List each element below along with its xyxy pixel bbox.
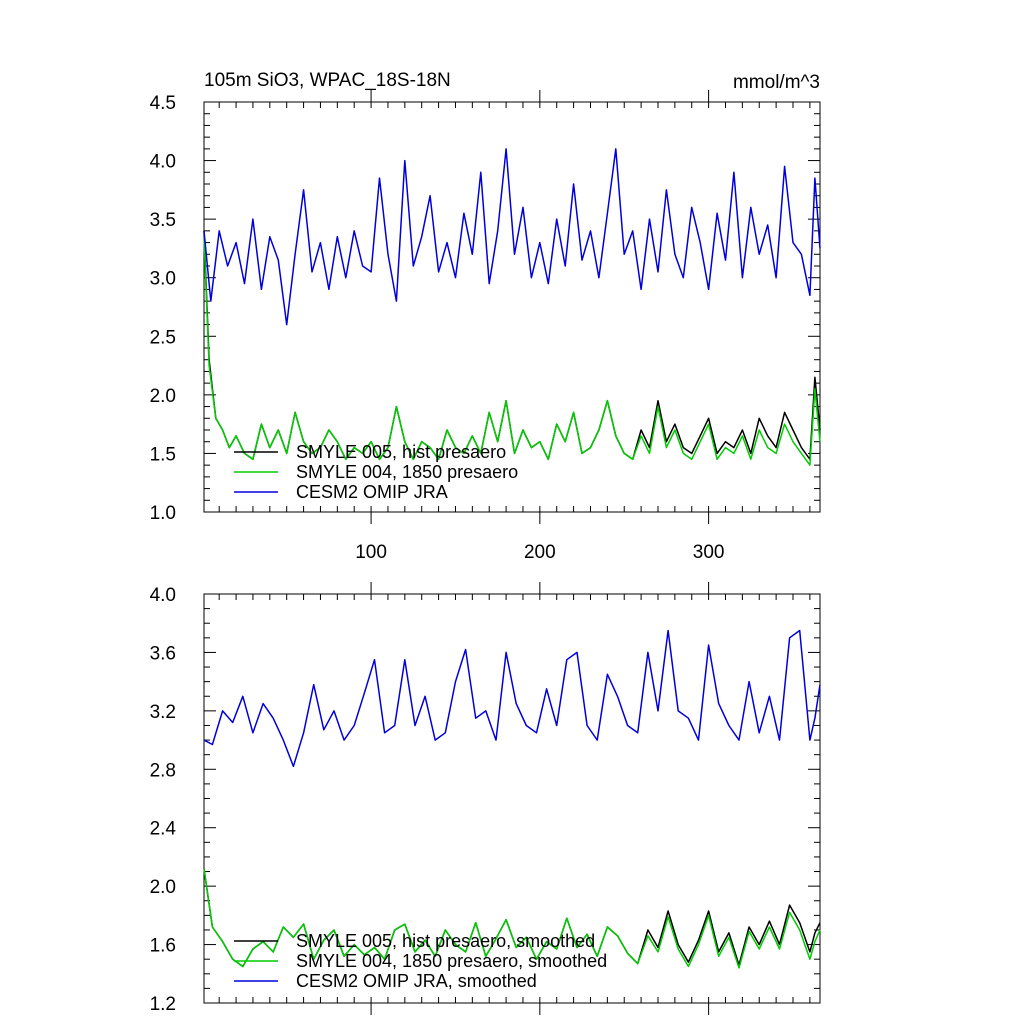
x-tick-label: 200 xyxy=(524,542,556,563)
series-line-1 xyxy=(203,236,821,466)
top-panel: 105m SiO3, WPAC_18S-18N mmol/m^3 1.0 1.5 2… xyxy=(150,70,821,563)
legend-label-0: SMYLE 005, hist presaero xyxy=(296,442,506,462)
y-tick-label: 1.0 xyxy=(150,503,176,524)
chart-title: 105m SiO3, WPAC_18S-18N xyxy=(204,70,451,91)
y-tick-label: 2.0 xyxy=(150,877,176,898)
y-tick-label: 4.0 xyxy=(150,152,176,173)
y-tick-label: 2.5 xyxy=(150,327,176,348)
series-line-2 xyxy=(203,629,821,768)
legend-label-2: CESM2 OMIP JRA, smoothed xyxy=(296,971,537,991)
bottom-legend: SMYLE 005, hist presaero, smoothedSMYLE … xyxy=(234,931,607,991)
legend-label-2: CESM2 OMIP JRA xyxy=(296,482,448,502)
y-tick-label: 2.8 xyxy=(150,760,176,781)
y-tick-label: 1.5 xyxy=(150,444,176,465)
legend-label-1: SMYLE 004, 1850 presaero, smoothed xyxy=(296,951,607,971)
y-tick-label: 4.0 xyxy=(150,585,176,606)
legend-label-1: SMYLE 004, 1850 presaero xyxy=(296,462,518,482)
plot-frame xyxy=(203,101,821,513)
bottom-plot-area: 1.2 1.6 2.0 2.4 2.8 3.2 3.6 4.0 xyxy=(150,582,821,1015)
series-line-1 xyxy=(203,868,821,969)
y-tick-label: 3.5 xyxy=(150,210,176,231)
y-tick-label: 4.5 xyxy=(150,93,176,114)
y-tick-label: 2.4 xyxy=(150,819,177,840)
x-tick-label: 100 xyxy=(355,542,387,563)
series-line-0 xyxy=(203,230,821,461)
units-label: mmol/m^3 xyxy=(733,72,820,93)
y-tick-label: 3.6 xyxy=(150,643,176,664)
y-tick-label: 2.0 xyxy=(150,386,176,407)
y-tick-label: 3.2 xyxy=(150,702,176,723)
y-tick-label: 1.6 xyxy=(150,936,176,957)
x-tick-label: 300 xyxy=(693,542,725,563)
series-line-2 xyxy=(203,148,821,326)
bottom-panel: 1.2 1.6 2.0 2.4 2.8 3.2 3.6 4.0 SMYLE 005, hist… xyxy=(150,582,821,1015)
y-tick-label: 1.2 xyxy=(150,994,176,1015)
top-plot-area: 1.0 1.5 2.0 2.5 3.0 3.5 4.0 4.5 100 200 300 xyxy=(150,90,821,563)
y-tick-label: 3.0 xyxy=(150,269,176,290)
legend-label-0: SMYLE 005, hist presaero, smoothed xyxy=(296,931,595,951)
